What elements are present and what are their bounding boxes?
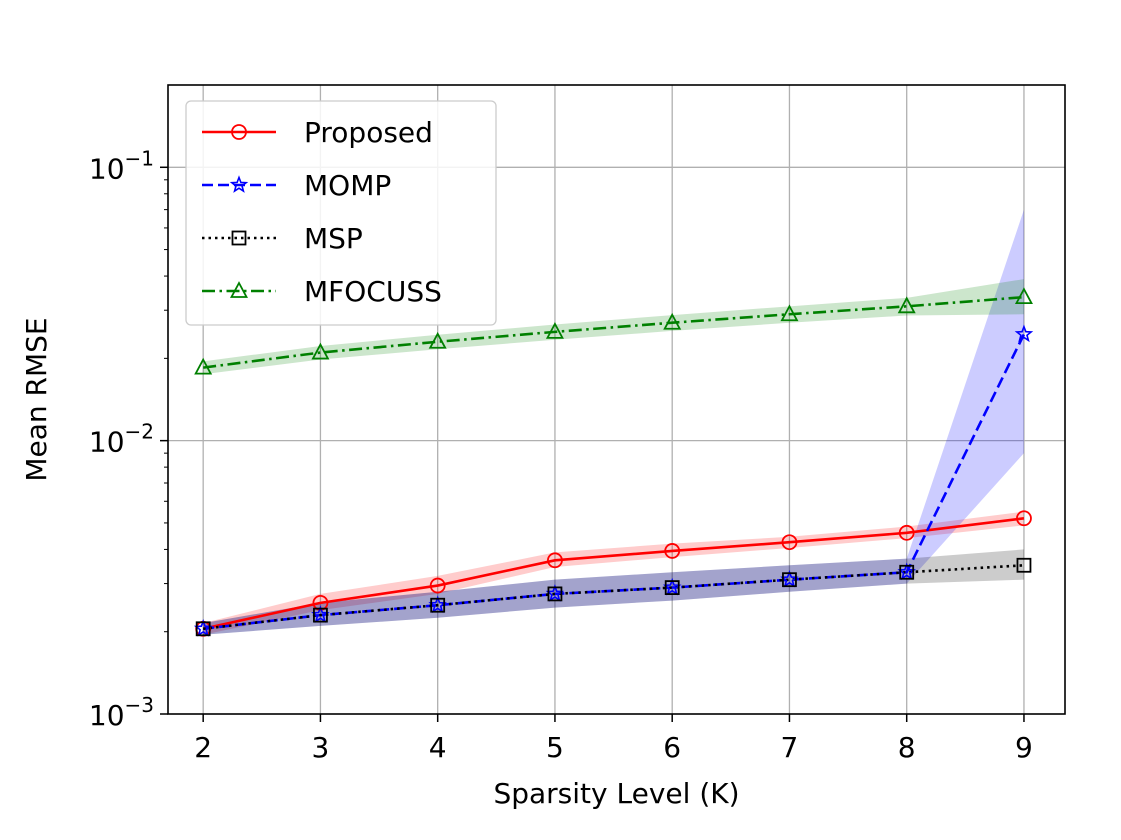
y-tick-label: 10−3 <box>89 693 154 732</box>
x-axis-label: Sparsity Level (K) <box>493 777 739 810</box>
legend-label-proposed: Proposed <box>304 116 433 149</box>
point-mfocuss <box>311 342 330 360</box>
point-momp <box>428 595 447 614</box>
x-tick-label: 2 <box>194 731 212 764</box>
point-momp <box>780 569 799 588</box>
series-markers <box>193 287 1034 637</box>
band-msp <box>203 549 1024 635</box>
legend-label-mfocuss: MFOCUSS <box>304 275 442 308</box>
point-msp <box>782 572 797 588</box>
legend: Proposed MOMP MSP MFOCUSS <box>185 100 497 326</box>
point-proposed <box>664 543 681 559</box>
confidence-bands <box>203 209 1024 635</box>
point-proposed <box>1016 510 1032 527</box>
series-lines <box>202 295 1026 631</box>
x-tick-label: 8 <box>898 731 916 764</box>
x-tick-label: 6 <box>663 731 681 764</box>
legend-marker-proposed <box>231 124 247 140</box>
line-proposed <box>202 516 1025 631</box>
x-tick-label: 4 <box>429 731 447 764</box>
y-tick-label: 10−2 <box>89 420 154 459</box>
legend-label-momp: MOMP <box>304 169 391 202</box>
band-proposed <box>203 511 1024 635</box>
point-mfocuss <box>545 321 564 339</box>
point-mfocuss <box>897 296 916 314</box>
point-momp <box>662 577 682 596</box>
point-mfocuss <box>780 304 799 322</box>
point-msp <box>547 586 563 602</box>
legend-marker-mfocuss <box>229 281 249 298</box>
point-msp <box>664 580 680 596</box>
point-momp <box>545 584 565 602</box>
y-axis-label: Mean RMSE <box>20 317 53 481</box>
legend-marker-msp <box>231 230 247 246</box>
point-mfocuss <box>428 331 447 349</box>
point-proposed <box>547 552 563 569</box>
point-momp <box>193 619 213 637</box>
point-mfocuss <box>663 312 682 330</box>
point-momp <box>897 562 916 581</box>
x-tick-label: 7 <box>781 731 799 764</box>
point-proposed <box>898 524 915 541</box>
line-msp <box>203 563 1025 631</box>
x-tick-label: 9 <box>1015 731 1033 764</box>
band-mfocuss <box>203 279 1024 375</box>
point-momp <box>311 605 330 624</box>
legend-box <box>185 100 497 326</box>
point-msp <box>1016 557 1032 573</box>
point-momp <box>1014 324 1034 343</box>
point-msp <box>313 607 328 623</box>
point-proposed <box>781 534 798 551</box>
point-proposed <box>429 577 446 594</box>
point-msp <box>899 564 915 580</box>
legend-marker-momp <box>229 175 249 193</box>
line-mfocuss <box>203 295 1025 369</box>
plot-frame <box>167 84 1066 715</box>
point-msp <box>195 621 211 637</box>
legend-label-msp: MSP <box>304 222 363 255</box>
point-mfocuss <box>194 357 213 375</box>
point-proposed <box>312 594 329 611</box>
point-msp <box>430 597 446 613</box>
x-tick-label: 3 <box>312 731 330 764</box>
x-tick-label: 5 <box>546 731 564 764</box>
y-tick-label: 10−1 <box>89 146 154 185</box>
point-mfocuss <box>1014 287 1033 305</box>
axis-ticks: 2 3 4 5 6 7 8 9 10−3 10−2 10−1 <box>89 146 1033 764</box>
